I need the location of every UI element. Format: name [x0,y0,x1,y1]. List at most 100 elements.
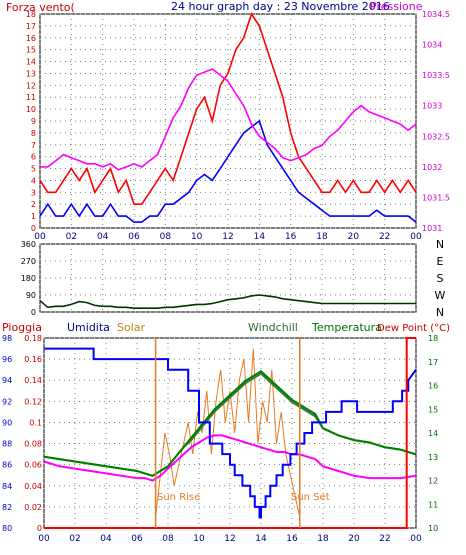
x-tick-label: 14 [254,232,266,242]
wind-tick-label: 3 [31,188,36,197]
temperature-tick-label: 13 [428,453,438,462]
pioggia-line [44,337,416,529]
humidity-tick-label: 92 [2,397,12,406]
wind-tick-label: 0 [31,224,36,233]
wind-tick-label: 12 [26,81,36,90]
chart-title: 24 hour graph day : 23 Novembre 2016 [171,0,390,13]
pressure-tick-label: 1034.5 [422,10,450,19]
x-tick-label: 02 [69,534,80,544]
pressure-tick-label: 1031.5 [422,193,450,202]
direction-tick-label: 270 [21,257,36,266]
forza-vento-gust-line [39,12,417,205]
windchill-label: Windchill [248,321,298,334]
pressure-axis-label: Pressione [370,0,423,13]
x-tick-label: 12 [224,534,235,544]
rain-tick-label: 0.14 [24,376,42,385]
compass-label: N [436,238,444,251]
humidity-tick-label: 82 [2,503,12,512]
x-tick-label: 16 [286,534,298,544]
rain-humidity-temp-series [43,337,417,529]
rain-tick-label: 0 [37,524,42,533]
x-tick-label: 04 [100,534,112,544]
x-tick-label: 22 [379,232,390,242]
wind-tick-label: 11 [26,93,36,102]
x-tick-label: 04 [97,232,109,242]
direction-tick-label: 90 [26,291,36,300]
temperature-label: Temperatura [311,321,382,334]
humidity-label: Umidita [67,321,110,334]
x-tick-label: 02 [66,232,77,242]
wind-tick-label: 9 [31,117,36,126]
x-tick-label: 20 [348,534,360,544]
rain-label: Pioggia [2,321,42,334]
wind-tick-label: 6 [31,153,36,162]
compass-label: S [437,272,444,285]
temperature-tick-label: 16 [428,382,438,391]
wind-axis-label: Forza vento( [6,1,75,14]
x-tick-label: 18 [317,534,329,544]
wind-direction-series [39,294,416,310]
wind-pressure-panel: 00 02 04 06 08 10 12 14 16 18 20 22 0001234567891011… [6,0,450,242]
x-tick-label: 00 [38,534,50,544]
wind-tick-label: 7 [31,141,36,150]
x-tick-label: 08 [160,232,172,242]
solar-label: Solar [117,321,146,334]
sunrise-annotation: Sun Rise [157,492,200,503]
wind-tick-label: 17 [26,22,36,31]
x-tick-label: 22 [379,534,390,544]
wind-tick-label: 14 [26,58,36,67]
wind-tick-label: 18 [26,10,36,19]
humidity-tick-label: 94 [2,376,12,385]
wind-tick-label: 13 [26,69,36,78]
x-tick-label: 12 [222,232,233,242]
wind-pressure-ticks: 00 02 04 06 08 10 12 14 16 18 20 22 0001234567891011… [26,10,450,242]
x-tick-label: 08 [162,534,174,544]
x-tick-label: 10 [191,232,203,242]
x-tick-label: 00 [410,534,422,544]
wind-tick-label: 1 [31,212,36,221]
wind-direction-frame [39,243,417,313]
wind-tick-label: 8 [31,129,36,138]
wind-direction-line [39,294,416,310]
wind-pressure-grid [39,13,417,229]
humidity-tick-label: 96 [2,355,12,364]
direction-tick-label: 180 [21,274,36,283]
humidity-tick-label: 98 [2,334,12,343]
rain-tick-label: 0.06 [24,461,42,470]
x-tick-label: 16 [285,232,297,242]
temperature-tick-label: 12 [428,477,438,486]
pressure-tick-label: 1033.5 [422,71,450,80]
humidity-tick-label: 90 [2,418,12,427]
rain-humidity-temp-panel: 00 02 04 06 08 10 12 14 16 18 20 22 00 80 82 84 86 88 90 92… [2,321,450,544]
wind-tick-label: 4 [31,176,36,185]
compass-label: N [436,306,444,319]
rain-tick-label: 0.12 [24,397,42,406]
wind-direction-ticks: 0 N 90 W 180 S 270 E 360 N [21,238,446,319]
pressione-line [40,68,417,171]
dewpoint-label: Dew Point (°C) [377,323,450,334]
sunset-annotation: Sun Set [291,492,330,503]
wind-tick-label: 16 [26,34,36,43]
temperature-tick-label: 10 [428,524,438,533]
x-tick-label: 00 [34,232,46,242]
x-tick-label: 20 [348,232,360,242]
temperature-tick-label: 14 [428,429,438,438]
x-tick-label: 06 [128,232,140,242]
rain-tick-label: 0.18 [24,334,42,343]
umidita-line [44,347,417,519]
dew-point-line [43,434,417,482]
rain-humidity-temp-ticks: 00 02 04 06 08 10 12 14 16 18 20 22 00 80 82 84 86 88 90 92… [2,334,438,544]
x-tick-label: 10 [193,534,205,544]
humidity-tick-label: 88 [2,440,12,449]
pressure-tick-label: 1034 [422,41,442,50]
solar-line [155,348,301,518]
wind-pressure-series [39,12,417,223]
pressure-tick-label: 1032.5 [422,132,450,141]
rain-tick-label: 0.04 [24,482,42,491]
forza-vento-average-line [39,119,417,223]
direction-tick-label: 0 [31,308,36,317]
temperature-tick-label: 15 [428,405,438,414]
rain-tick-label: 0.08 [24,440,42,449]
wind-pressure-frame [39,13,417,229]
